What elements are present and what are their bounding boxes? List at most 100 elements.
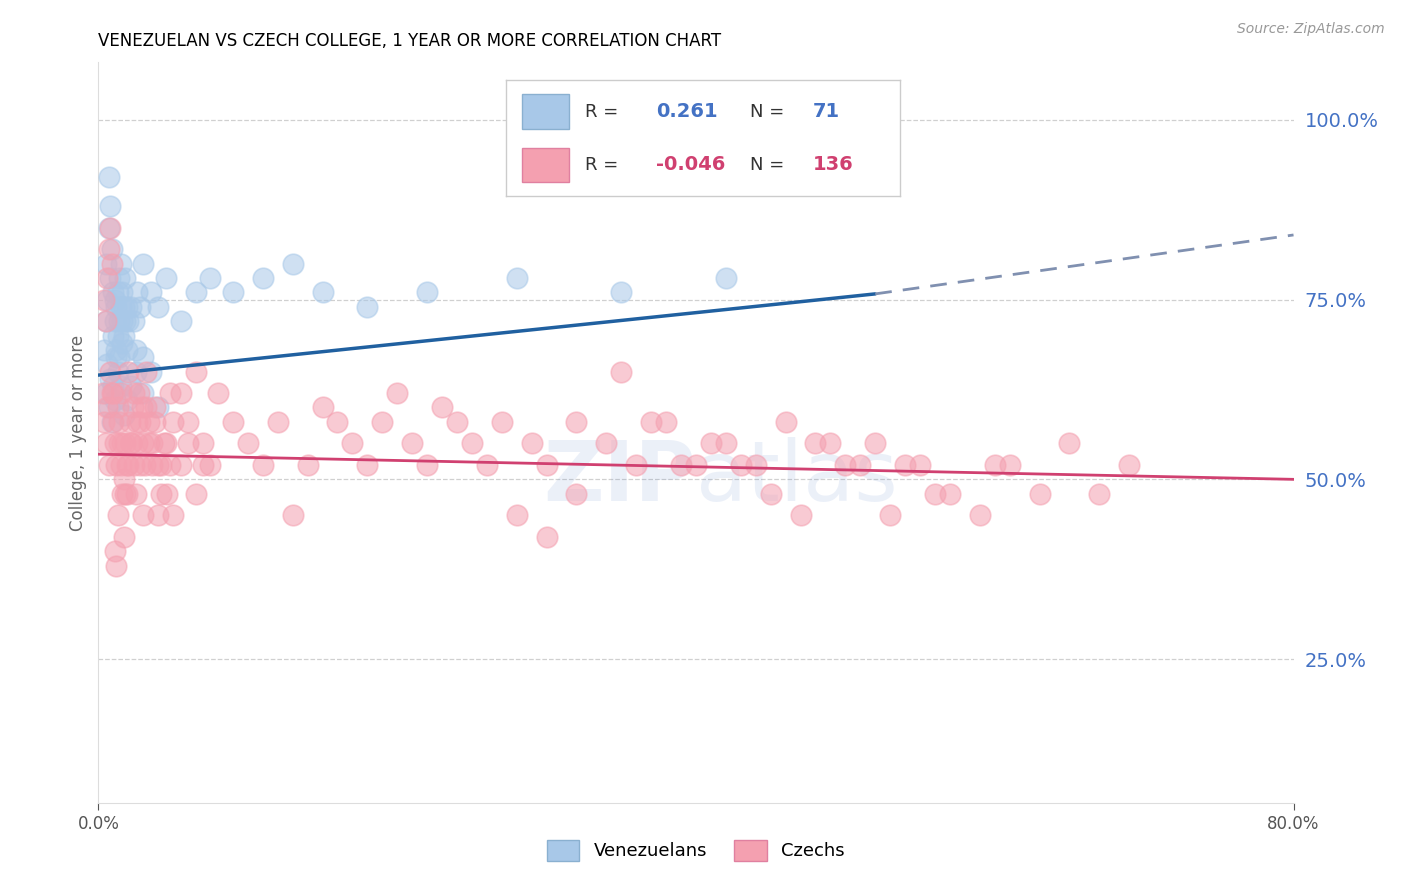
Point [430, 401, 453, 415]
Point [117, 365, 139, 379]
Point [177, 415, 200, 429]
Point [97, 220, 120, 235]
Point [446, 415, 468, 429]
Point [120, 300, 142, 314]
Point [120, 436, 142, 450]
Point [103, 328, 125, 343]
Point [115, 458, 138, 472]
Point [865, 436, 887, 450]
Point [820, 436, 842, 450]
Point [1118, 458, 1140, 472]
Text: ZIP: ZIP [544, 436, 696, 517]
Point [111, 335, 134, 350]
Point [200, 458, 222, 472]
Point [626, 458, 648, 472]
Point [93, 293, 115, 307]
Point [115, 486, 138, 500]
Point [141, 436, 163, 450]
Point [132, 508, 155, 523]
Point [475, 458, 498, 472]
Point [150, 486, 173, 500]
Point [108, 314, 131, 328]
Point [105, 300, 128, 314]
Point [104, 314, 127, 328]
Point [107, 365, 129, 379]
Point [117, 314, 139, 328]
Point [655, 415, 678, 429]
Point [491, 415, 513, 429]
Point [96, 401, 118, 415]
Point [536, 458, 558, 472]
Point [311, 401, 333, 415]
Point [110, 257, 132, 271]
Point [939, 486, 962, 500]
Point [115, 343, 138, 357]
Point [110, 300, 132, 314]
Point [101, 257, 124, 271]
Point [191, 458, 214, 472]
Point [105, 350, 128, 364]
Point [141, 458, 163, 472]
Point [124, 386, 146, 401]
Point [104, 293, 127, 307]
Point [107, 401, 129, 415]
Point [107, 328, 129, 343]
Point [155, 271, 177, 285]
Point [565, 415, 588, 429]
Point [108, 436, 131, 450]
Point [94, 386, 117, 401]
Point [132, 350, 155, 364]
Point [177, 436, 200, 450]
Point [297, 458, 319, 472]
Point [191, 436, 214, 450]
Point [129, 415, 152, 429]
Point [595, 436, 617, 450]
Point [536, 530, 558, 544]
Point [148, 508, 170, 523]
Point [101, 386, 124, 401]
Point [129, 300, 152, 314]
Point [101, 415, 124, 429]
Point [745, 458, 768, 472]
Point [252, 271, 274, 285]
Point [111, 436, 134, 450]
Point [114, 314, 136, 328]
Point [114, 436, 136, 450]
Point [640, 415, 662, 429]
Point [200, 271, 222, 285]
Point [112, 328, 135, 343]
Point [108, 350, 131, 364]
Bar [522, 95, 569, 129]
Point [169, 314, 191, 328]
Point [124, 458, 146, 472]
Point [159, 386, 181, 401]
Point [132, 436, 155, 450]
Bar [522, 147, 569, 182]
Point [138, 436, 160, 450]
Text: N =: N = [751, 156, 785, 174]
Point [565, 486, 588, 500]
Point [104, 436, 127, 450]
Point [159, 458, 181, 472]
Point [111, 285, 134, 300]
Point [236, 436, 259, 450]
Point [342, 436, 364, 450]
Point [416, 285, 439, 300]
Point [107, 508, 129, 523]
Point [506, 508, 529, 523]
Point [120, 379, 142, 393]
Point [110, 379, 132, 393]
Point [371, 415, 394, 429]
Point [108, 415, 131, 429]
Point [112, 300, 135, 314]
Point [908, 458, 931, 472]
Point [96, 293, 118, 307]
Text: R =: R = [585, 156, 619, 174]
Point [93, 415, 115, 429]
Point [385, 386, 409, 401]
Point [118, 415, 141, 429]
Point [700, 436, 723, 450]
Point [94, 314, 117, 328]
Point [1028, 486, 1050, 500]
Point [96, 357, 118, 371]
